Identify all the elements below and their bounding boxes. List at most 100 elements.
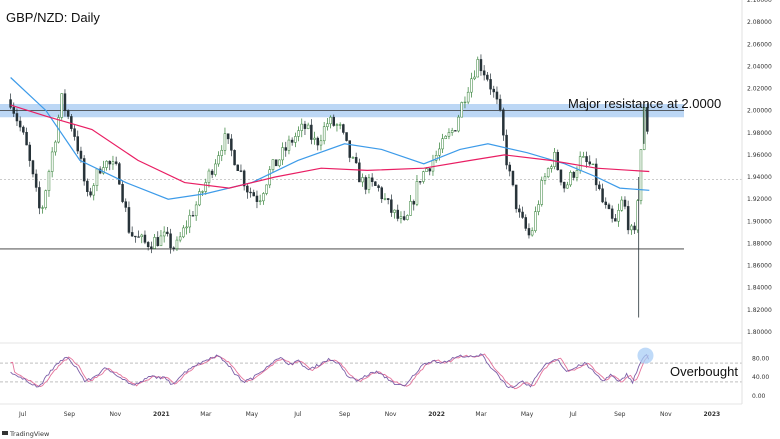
rsi-tick-label: 0.00 xyxy=(752,393,766,400)
candle-body xyxy=(591,163,595,166)
candle-body xyxy=(255,195,259,202)
candle-body xyxy=(370,177,374,182)
candle-body xyxy=(463,101,467,104)
price-tick-label: 1.88000 xyxy=(747,240,772,247)
candle-body xyxy=(73,128,76,137)
candle-body xyxy=(22,126,25,133)
candle-body xyxy=(521,211,524,218)
candle-body xyxy=(620,199,624,211)
candle-body xyxy=(134,235,137,238)
candle-body xyxy=(214,163,217,175)
candle-body xyxy=(278,159,281,167)
candle-body xyxy=(383,198,387,200)
time-tick-label: Nov xyxy=(385,411,397,418)
candle-body xyxy=(86,180,89,192)
candle-body xyxy=(220,150,224,156)
candle-body xyxy=(578,156,582,171)
candle-body xyxy=(25,131,28,146)
candle-body xyxy=(511,170,515,186)
candle-body xyxy=(169,233,172,249)
candle-body xyxy=(502,109,505,136)
time-tick-label: Jul xyxy=(18,411,27,418)
price-tick-label: 1.92000 xyxy=(747,196,772,203)
candle-body xyxy=(390,199,393,213)
candle-body xyxy=(585,156,588,163)
candle-body xyxy=(156,237,160,247)
rsi-axis: 80.00 40.00 0.00 xyxy=(752,355,769,400)
price-tick-label: 1.98000 xyxy=(747,130,772,137)
candle-body xyxy=(140,234,144,237)
candle-body xyxy=(646,107,649,132)
candle-body xyxy=(530,230,534,236)
candle-body xyxy=(460,102,464,118)
price-tick-label: 1.96000 xyxy=(747,152,772,159)
candle-body xyxy=(550,166,553,169)
candle-body xyxy=(159,235,163,247)
time-tick-label: May xyxy=(521,411,534,418)
candle-body xyxy=(361,177,364,183)
candle-body xyxy=(290,139,294,143)
candle-body xyxy=(569,172,572,186)
candle-body xyxy=(380,187,384,200)
overbought-annotation: Overbought xyxy=(670,364,738,379)
candle-body xyxy=(322,126,326,142)
candle-body xyxy=(124,201,128,208)
candle-body xyxy=(15,113,19,122)
candle-body xyxy=(534,211,537,231)
candle-body xyxy=(175,239,179,249)
candle-body xyxy=(630,225,633,231)
candle-body xyxy=(118,163,121,185)
candle-body xyxy=(18,120,22,128)
candle-body xyxy=(60,93,64,118)
candle-body xyxy=(434,155,438,161)
price-tick-label: 2.10000 xyxy=(747,0,772,4)
candle-body xyxy=(92,185,96,196)
candle-body xyxy=(431,160,435,172)
candle-body xyxy=(610,208,614,219)
candle-body xyxy=(249,191,252,194)
candle-body xyxy=(294,136,297,143)
candle-body xyxy=(438,148,441,156)
candle-body xyxy=(50,151,54,172)
candle-body xyxy=(582,156,585,158)
candle-body xyxy=(406,215,409,220)
candle-body xyxy=(338,124,342,126)
candle-body xyxy=(489,79,492,90)
candle-body xyxy=(633,225,636,231)
candle-body xyxy=(38,187,41,209)
candle-body xyxy=(310,124,313,140)
tradingview-logo: TradingView xyxy=(2,430,50,438)
candle-body xyxy=(137,236,140,238)
candle-body xyxy=(210,170,214,175)
candle-body xyxy=(386,198,390,200)
candle-body xyxy=(114,161,118,164)
candle-body xyxy=(345,132,348,141)
candle-body xyxy=(79,150,83,159)
candle-body xyxy=(428,168,432,172)
time-tick-label: 2021 xyxy=(153,411,170,418)
candle-body xyxy=(527,228,531,236)
candle-body xyxy=(342,124,345,133)
candle-body xyxy=(204,182,208,192)
candle-body xyxy=(402,216,406,220)
price-tick-label: 1.90000 xyxy=(747,218,772,225)
time-tick-label: Nov xyxy=(660,411,672,418)
candle-body xyxy=(588,161,592,165)
candle-body xyxy=(54,141,57,153)
time-axis: Jul Sep Nov 2021 Mar May Jul Sep Nov 2022 Mar May Ju… xyxy=(18,411,720,418)
candle-body xyxy=(639,149,643,201)
sma-blue-line xyxy=(10,77,650,200)
candle-body xyxy=(354,157,358,164)
candle-body xyxy=(150,246,153,249)
candle-body xyxy=(316,137,320,146)
candle-body xyxy=(473,76,476,80)
candle-body xyxy=(393,209,396,213)
candle-body xyxy=(566,184,569,189)
candle-body xyxy=(572,172,576,178)
candle-body xyxy=(258,200,262,202)
candle-body xyxy=(201,191,204,193)
candle-body xyxy=(399,216,403,219)
candle-body xyxy=(143,234,147,243)
time-tick-label: Mar xyxy=(475,411,487,418)
